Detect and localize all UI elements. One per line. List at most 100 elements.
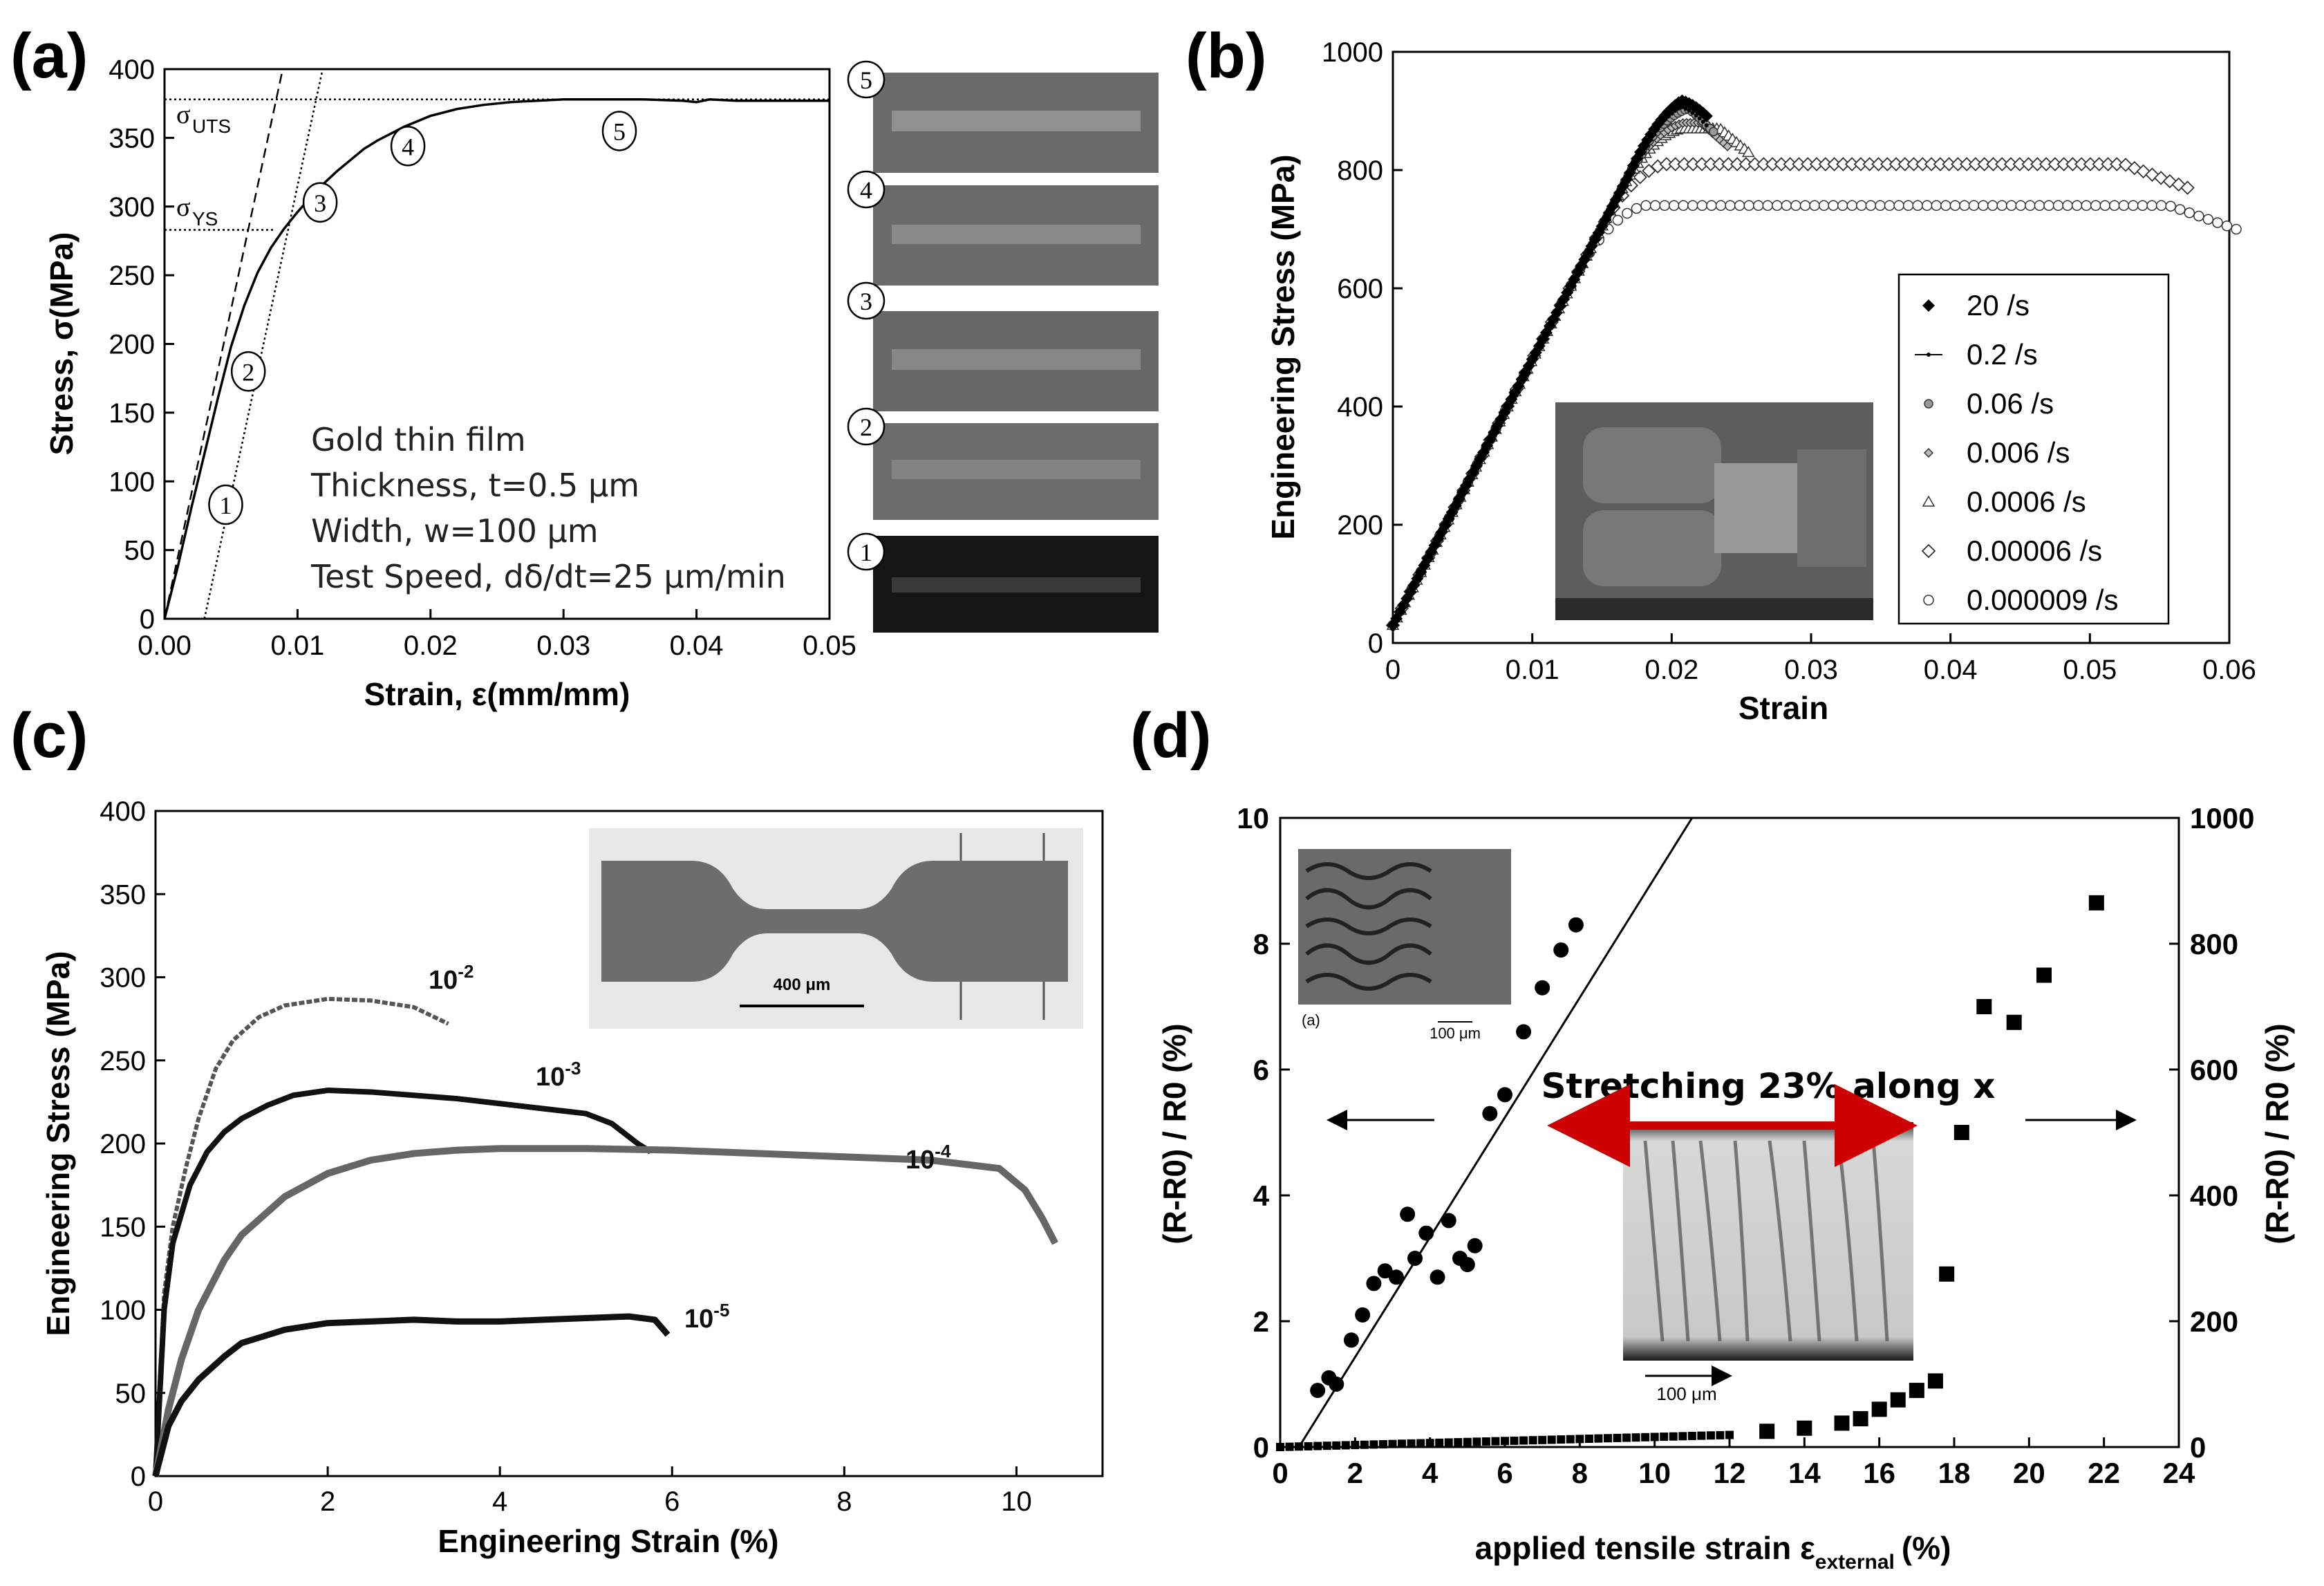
panel-c-series-line bbox=[152, 1145, 1058, 1477]
panel-b-marker bbox=[1921, 543, 1936, 559]
panel-b-marker bbox=[2128, 200, 2139, 212]
panel-b-marker bbox=[1697, 116, 1702, 121]
panel-c-x-axis-title: Engineering Strain (%) bbox=[438, 1523, 778, 1559]
panel-b-marker bbox=[2081, 200, 2092, 212]
panel-d-x-tick-label: 20 bbox=[2013, 1457, 2045, 1489]
panel-d-circle-point bbox=[1329, 1377, 1344, 1392]
panel-b-marker bbox=[2062, 200, 2073, 212]
panel-b-y-tick-label: 0 bbox=[1368, 628, 1383, 659]
panel-b-marker bbox=[1752, 200, 1764, 212]
panel-a-offset-line bbox=[203, 68, 324, 619]
panel-b-marker bbox=[1700, 120, 1705, 124]
panel-d-x-tick-label: 2 bbox=[1347, 1457, 1363, 1489]
panel-b-marker bbox=[2043, 200, 2054, 212]
panel-d-inset-caption: (a) bbox=[1302, 1011, 1320, 1029]
panel-b-marker bbox=[2110, 157, 2124, 171]
panel-d-square-point bbox=[1759, 1424, 1775, 1439]
panel-a-uts-label: UTS bbox=[192, 115, 231, 137]
panel-b-marker bbox=[1865, 200, 1877, 212]
panel-b-marker bbox=[1709, 127, 1718, 137]
panel-d-square-point bbox=[1631, 1433, 1640, 1442]
panel-b-marker bbox=[1902, 200, 1914, 212]
panel-b-marker bbox=[1809, 200, 1820, 212]
panel-d-square-point bbox=[1416, 1439, 1425, 1448]
panel-b-y-tick-label: 1000 bbox=[1322, 37, 1383, 68]
panel-c-series-label: 10-3 bbox=[536, 1058, 581, 1092]
panel-a-note-line-3: Width, w=100 μm bbox=[311, 512, 599, 550]
panel-d-square-point bbox=[1976, 999, 1992, 1014]
panel-c-series-label: 10-2 bbox=[429, 961, 474, 995]
panel-a-x-tick-label: 0.02 bbox=[404, 631, 458, 661]
panel-b-marker bbox=[1922, 495, 1936, 507]
panel-d-right-y-axis-title: (R-R0) / R0 (%) bbox=[2259, 1023, 2295, 1244]
panel-d-square-point bbox=[1575, 1435, 1584, 1444]
panel-d-right-tick-label: 600 bbox=[2190, 1054, 2238, 1086]
panel-b-legend-label: 0.00006 /s bbox=[1967, 534, 2102, 567]
panel-b-marker bbox=[1856, 200, 1867, 212]
panel-d-circle-point bbox=[1535, 980, 1550, 996]
panel-a-x-axis-title: Strain, ε(mm/mm) bbox=[364, 676, 630, 712]
panel-c-y-axis-title: Engineering Stress (MPa) bbox=[40, 951, 76, 1336]
panel-b-marker bbox=[2193, 210, 2204, 222]
panel-c-y-tick-label: 0 bbox=[131, 1462, 146, 1492]
panel-c-y-tick-label: 350 bbox=[100, 879, 146, 910]
panel-d-square-point bbox=[1398, 1439, 1407, 1448]
panel-d-square-point bbox=[1538, 1435, 1547, 1444]
panel-a-sem-image-stack: 5 4 3 2 1 bbox=[847, 60, 1159, 633]
panel-d-inset-wrinkle-image: (a) 100 μm bbox=[1298, 849, 1511, 1046]
panel-b-marker bbox=[2165, 200, 2176, 212]
panel-d-inset-scale: 100 μm bbox=[1656, 1383, 1716, 1404]
panel-d-circle-point bbox=[1482, 1105, 1498, 1121]
panel-b-marker bbox=[1706, 200, 1717, 212]
panel-b-marker bbox=[1690, 111, 1695, 115]
sem-frame-4-label: 4 bbox=[860, 176, 872, 204]
panel-d-square-point bbox=[1501, 1437, 1509, 1446]
panel-d-square-point bbox=[1594, 1434, 1603, 1443]
panel-b-marker bbox=[1781, 200, 1792, 212]
sem-frame-2-label: 2 bbox=[860, 413, 872, 441]
panel-d-square-point bbox=[1953, 1125, 1969, 1140]
panel-d-square-point bbox=[1725, 1430, 1734, 1439]
panel-d-square-point bbox=[1566, 1435, 1575, 1444]
panel-b-marker bbox=[1741, 145, 1755, 158]
panel-d-square-point bbox=[1613, 1433, 1622, 1442]
panel-b-marker bbox=[1725, 200, 1736, 212]
panel-b-marker bbox=[1837, 200, 1848, 212]
panel-b-legend-item: 0.000009 /s bbox=[1923, 584, 2119, 616]
sem-frame-3-label: 3 bbox=[860, 288, 872, 315]
panel-b-marker bbox=[2034, 200, 2045, 212]
panel-d-circle-point bbox=[1553, 942, 1569, 958]
panel-d-circle-point bbox=[1407, 1251, 1423, 1266]
panel-d-x-tick-label: 12 bbox=[1714, 1457, 1746, 1489]
panel-b-x-tick-label: 0.02 bbox=[1644, 655, 1698, 685]
panel-d-fit-line bbox=[1297, 817, 1694, 1448]
panel-d-square-point bbox=[1660, 1433, 1669, 1442]
panel-d-square-point bbox=[1295, 1442, 1304, 1451]
panel-a-note-line-1: Gold thin film bbox=[311, 421, 526, 458]
panel-d-square-point bbox=[1454, 1438, 1463, 1447]
panel-d-square-point bbox=[1444, 1438, 1453, 1447]
panel-d-circle-point bbox=[1497, 1087, 1512, 1103]
panel-d-square-point bbox=[1463, 1437, 1472, 1446]
panel-d-circle-point bbox=[1388, 1269, 1404, 1285]
panel-a-note-line-4: Test Speed, dδ/dt=25 μm/min bbox=[310, 558, 786, 595]
panel-d-square-point bbox=[1519, 1436, 1528, 1445]
panel-d-right-tick-label: 400 bbox=[2190, 1179, 2238, 1212]
panel-b-marker bbox=[2127, 160, 2142, 176]
panel-d-x-tick-label: 22 bbox=[2088, 1457, 2120, 1489]
panel-c-series-line bbox=[152, 1313, 671, 1477]
panel-b-marker bbox=[1790, 200, 1801, 212]
panel-c-series-line bbox=[153, 996, 449, 1477]
panel-b-marker bbox=[1762, 200, 1774, 212]
panel-a-y-tick-label: 100 bbox=[109, 467, 155, 497]
panel-a-point-label: 4 bbox=[402, 133, 414, 160]
panel-b-x-tick-label: 0.04 bbox=[1924, 655, 1978, 685]
panel-d-circle-point bbox=[1516, 1024, 1532, 1040]
panel-d-square-point bbox=[2088, 895, 2104, 911]
panel-d-square-point bbox=[1435, 1438, 1444, 1447]
panel-b-marker bbox=[2162, 174, 2177, 189]
panel-b-marker bbox=[1683, 106, 1688, 111]
panel-d-x-tick-label: 4 bbox=[1422, 1457, 1439, 1489]
panel-b-legend-item: 0.06 /s bbox=[1924, 387, 2054, 420]
